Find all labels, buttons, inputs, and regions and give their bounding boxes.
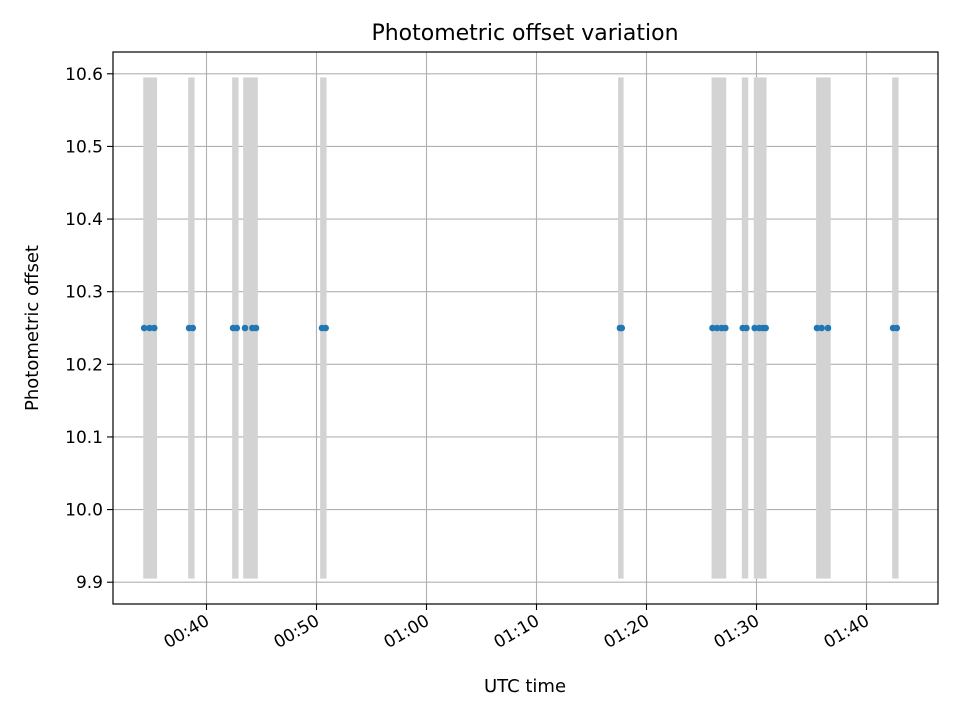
data-point bbox=[709, 324, 716, 332]
data-point bbox=[824, 324, 832, 332]
y-tick-label: 10.4 bbox=[65, 210, 103, 230]
data-point bbox=[813, 324, 821, 332]
y-tick-label: 10.1 bbox=[65, 428, 103, 448]
data-point bbox=[252, 324, 260, 332]
plot-frame bbox=[112, 51, 939, 605]
data-point bbox=[762, 324, 769, 332]
y-tick-label: 10.5 bbox=[65, 137, 103, 157]
data-point bbox=[233, 324, 241, 332]
data-point bbox=[722, 324, 729, 332]
chart-title: Photometric offset variation bbox=[371, 21, 678, 46]
data-point bbox=[818, 324, 825, 332]
data-point bbox=[618, 324, 626, 332]
y-tick-label: 10.3 bbox=[65, 283, 103, 303]
data-point bbox=[322, 324, 329, 332]
data-point bbox=[140, 324, 148, 332]
y-axis: 9.9 10.0 10.1 10.2 10.3 10.4 10.5 10.6 bbox=[65, 65, 113, 593]
y-axis-label: Photometric offset bbox=[22, 245, 43, 411]
y-tick-label: 10.2 bbox=[65, 355, 103, 375]
data-point bbox=[241, 324, 249, 332]
data-point bbox=[146, 324, 153, 332]
x-axis-label: UTC time bbox=[484, 676, 566, 697]
data-point bbox=[743, 324, 750, 332]
data-point bbox=[751, 324, 758, 332]
data-points bbox=[140, 324, 901, 332]
y-tick-label: 9.9 bbox=[76, 573, 103, 593]
y-tick-label: 10.6 bbox=[65, 65, 103, 85]
data-point bbox=[150, 324, 158, 332]
data-point bbox=[713, 324, 721, 332]
data-point bbox=[189, 324, 197, 332]
data-point bbox=[893, 324, 901, 332]
y-tick-label: 10.0 bbox=[65, 501, 103, 521]
